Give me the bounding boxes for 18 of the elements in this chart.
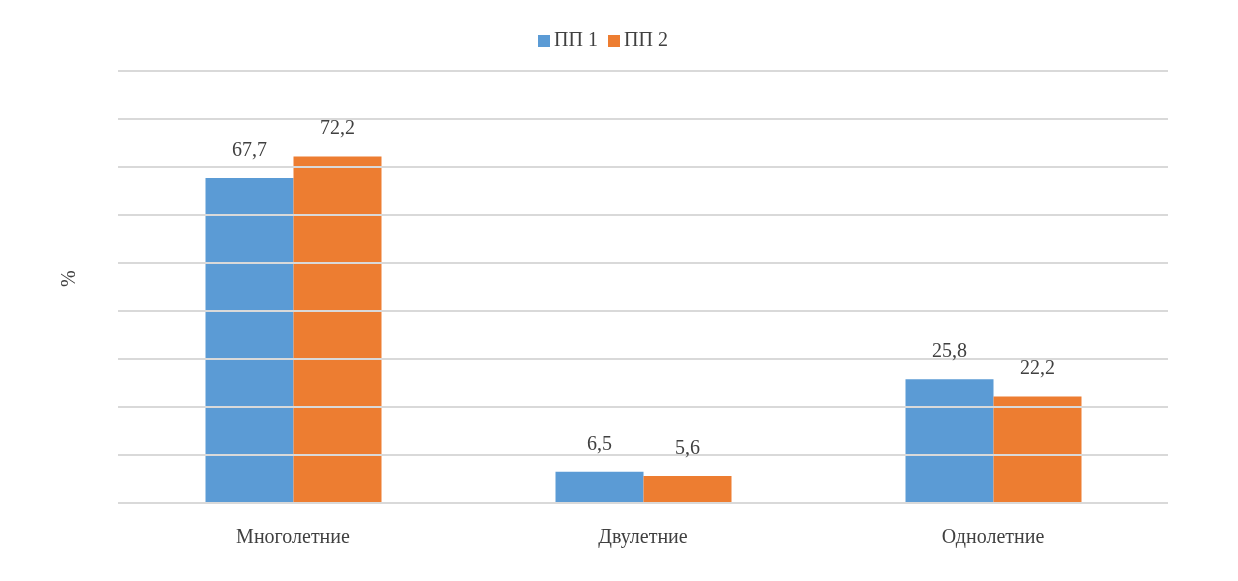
x-tick-label: Многолетние <box>236 525 351 548</box>
bar <box>293 156 382 503</box>
data-label: 72,2 <box>320 116 355 139</box>
bar <box>555 471 644 503</box>
data-label: 67,7 <box>232 138 267 161</box>
x-tick-label: Однолетние <box>941 525 1045 549</box>
data-label: 5,6 <box>675 436 700 459</box>
bar <box>205 178 294 503</box>
data-label: 6,5 <box>587 431 612 454</box>
x-tick-label: Двулетние <box>598 525 688 549</box>
data-label: 25,8 <box>932 339 967 362</box>
legend-label: ПП 2 <box>624 28 668 50</box>
bar <box>643 476 732 503</box>
data-label: 22,2 <box>1020 356 1055 379</box>
legend-label: ПП 1 <box>554 28 598 50</box>
bar <box>905 379 994 503</box>
y-axis-title: % <box>57 270 80 287</box>
bar <box>993 396 1082 503</box>
